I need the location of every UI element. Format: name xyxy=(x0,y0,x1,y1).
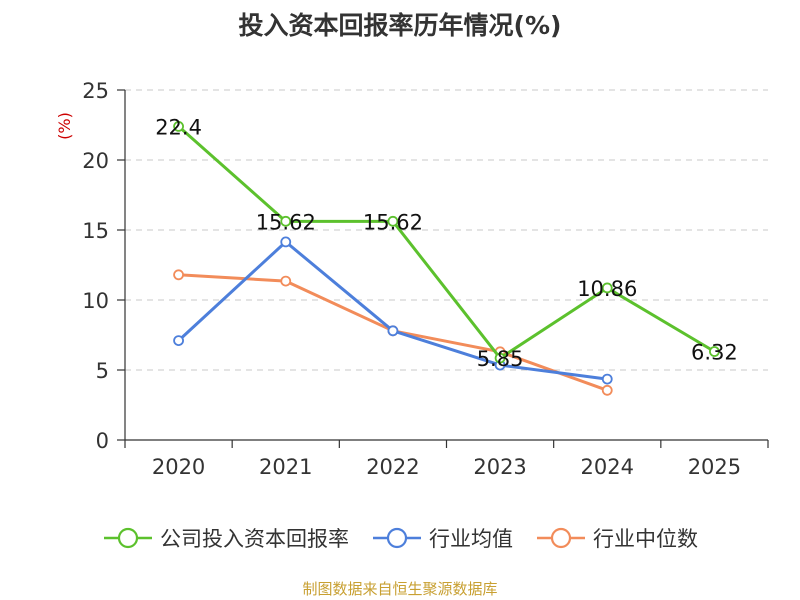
y-tick-label: 20 xyxy=(82,149,109,173)
y-tick-label: 5 xyxy=(96,359,109,383)
data-point xyxy=(280,236,292,248)
data-point xyxy=(173,269,184,281)
series-line xyxy=(177,240,608,381)
legend-item[interactable]: 公司投入资本回报率 xyxy=(102,523,349,553)
x-tick-label: 2024 xyxy=(581,455,634,479)
data-point xyxy=(387,325,399,337)
source-note: 制图数据来自恒生聚源数据库 xyxy=(302,580,498,598)
y-tick-label: 15 xyxy=(82,219,109,243)
legend-swatch-icon xyxy=(373,527,421,549)
series-line xyxy=(177,125,716,360)
legend-swatch-icon xyxy=(537,527,585,549)
data-label: 6.32 xyxy=(691,341,738,365)
data-point xyxy=(709,346,720,357)
legend-label: 行业中位数 xyxy=(593,527,698,551)
data-point xyxy=(280,215,292,227)
data-label: 22.4 xyxy=(155,115,202,139)
y-tick-label: 0 xyxy=(96,429,109,453)
legend-swatch-marker xyxy=(550,527,572,549)
data-label: 15.62 xyxy=(256,210,316,234)
data-label: 10.86 xyxy=(577,277,637,301)
legend-swatch-icon xyxy=(104,527,152,549)
y-tick-label: 25 xyxy=(82,79,109,103)
data-point xyxy=(173,335,184,347)
x-tick-label: 2022 xyxy=(366,455,419,479)
legend-label: 公司投入资本回报率 xyxy=(160,527,349,551)
data-point xyxy=(601,282,613,294)
data-point xyxy=(173,121,184,132)
x-tick-label: 2025 xyxy=(688,455,741,479)
chart-title: 投入资本回报率历年情况(%) xyxy=(238,11,562,40)
data-label: 15.62 xyxy=(363,210,423,234)
legend-label: 行业均值 xyxy=(429,527,513,551)
y-tick-label: 10 xyxy=(82,289,109,313)
legend-swatch-marker xyxy=(386,527,408,549)
legend: 公司投入资本回报率 行业均值 行业中位数 xyxy=(0,518,800,558)
data-point xyxy=(494,352,506,364)
data-point xyxy=(387,215,399,227)
x-tick-label: 2021 xyxy=(259,455,312,479)
data-point xyxy=(601,384,613,396)
data-point xyxy=(280,275,292,287)
x-tick-label: 2023 xyxy=(473,455,526,479)
legend-item[interactable]: 行业中位数 xyxy=(535,523,698,553)
y-axis-label: (%) xyxy=(55,112,74,140)
data-point xyxy=(601,373,613,385)
x-tick-label: 2020 xyxy=(152,455,205,479)
legend-swatch-marker xyxy=(117,527,139,549)
legend-item[interactable]: 行业均值 xyxy=(371,523,513,553)
data-label: 5.85 xyxy=(477,347,524,371)
